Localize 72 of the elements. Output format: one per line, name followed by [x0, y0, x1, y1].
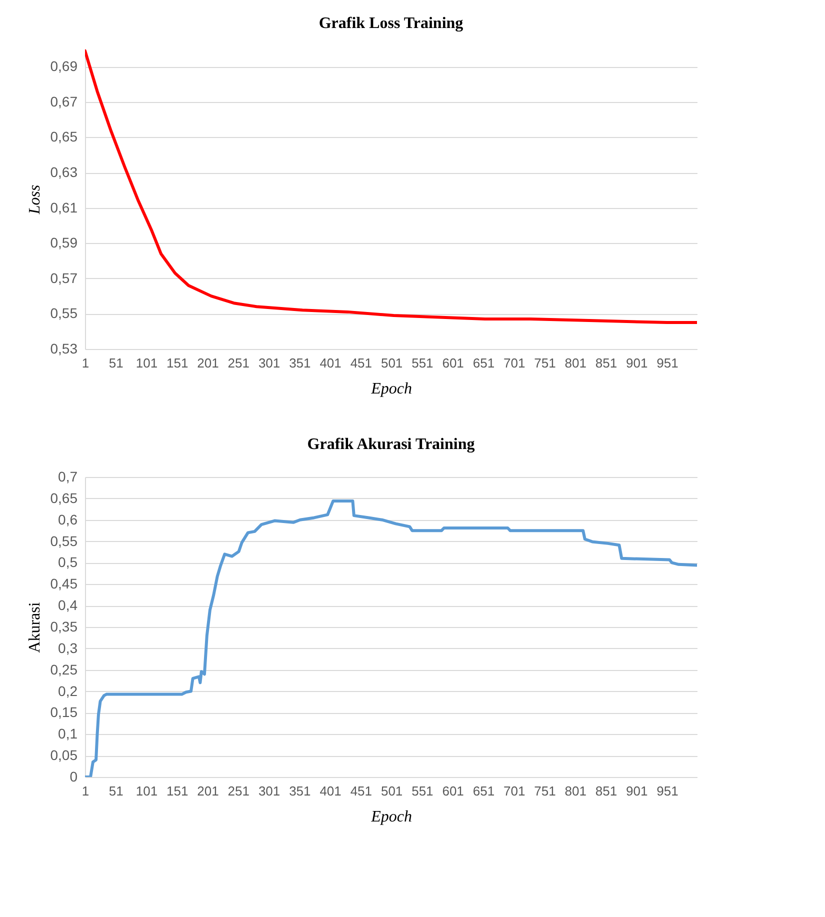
x-tick-label: 351 — [289, 784, 311, 798]
y-tick-label: 0,1 — [58, 726, 78, 742]
y-tick-label: 0,5 — [58, 554, 78, 570]
y-tick-label: 0,67 — [50, 93, 78, 110]
y-tick-label: 0,69 — [50, 58, 78, 74]
y-tick-label: 0,2 — [58, 682, 78, 699]
y-tick-label: 0,65 — [50, 128, 78, 145]
x-tick-label: 601 — [442, 356, 464, 370]
y-tick-label: 0,35 — [50, 618, 78, 634]
x-tick-label: 901 — [626, 784, 648, 798]
x-tick-label: 1 — [82, 356, 90, 370]
y-axis-title: Akurasi — [26, 602, 44, 653]
y-tick-label: 0,55 — [50, 532, 78, 549]
x-tick-label: 201 — [197, 784, 219, 798]
x-tick-label: 451 — [350, 784, 372, 798]
x-tick-label: 251 — [228, 784, 250, 798]
chart-title: Grafik Loss Training — [318, 15, 464, 32]
x-tick-label: 801 — [564, 784, 586, 798]
x-tick-label: 301 — [258, 784, 280, 798]
x-tick-label: 801 — [564, 356, 586, 370]
y-tick-label: 0,6 — [58, 511, 78, 528]
x-tick-label: 551 — [412, 356, 434, 370]
y-tick-label: 0,59 — [50, 234, 78, 251]
x-axis-title: Epoch — [370, 380, 412, 398]
y-axis-title: Loss — [26, 184, 44, 216]
x-tick-label: 151 — [166, 784, 188, 798]
y-tick-label: 0,05 — [50, 747, 78, 764]
x-tick-label: 151 — [166, 356, 188, 370]
x-tick-label: 851 — [595, 356, 618, 370]
x-tick-label: 201 — [197, 356, 219, 370]
y-tick-label: 0,63 — [50, 164, 78, 180]
x-tick-label: 951 — [656, 784, 678, 798]
x-axis-title: Epoch — [370, 808, 412, 826]
y-tick-label: 0 — [70, 768, 78, 784]
x-tick-label: 101 — [136, 784, 158, 798]
x-tick-label: 701 — [503, 784, 526, 798]
x-tick-label: 451 — [350, 356, 372, 370]
x-tick-label: 501 — [380, 784, 403, 798]
y-tick-label: 0,25 — [50, 661, 78, 678]
x-tick-label: 51 — [108, 356, 124, 370]
x-tick-label: 951 — [656, 356, 678, 370]
x-tick-label: 401 — [320, 356, 342, 370]
x-tick-label: 351 — [289, 356, 311, 370]
x-tick-label: 401 — [320, 784, 342, 798]
x-tick-label: 1 — [82, 784, 90, 798]
y-tick-label: 0,3 — [58, 640, 78, 656]
x-tick-label: 751 — [534, 356, 556, 370]
x-tick-label: 851 — [595, 784, 618, 798]
chart-title: Grafik Akurasi Training — [307, 436, 475, 453]
x-tick-label: 301 — [258, 356, 280, 370]
y-tick-label: 0,4 — [58, 597, 78, 614]
x-tick-label: 501 — [380, 356, 403, 370]
y-tick-label: 0,61 — [50, 199, 78, 216]
x-tick-label: 751 — [534, 784, 556, 798]
x-tick-label: 601 — [442, 784, 464, 798]
x-tick-label: 901 — [626, 356, 648, 370]
y-tick-label: 0,57 — [50, 270, 78, 286]
y-tick-label: 0,65 — [50, 490, 78, 506]
y-tick-label: 0,7 — [58, 468, 78, 484]
line-series — [85, 49, 697, 324]
x-tick-label: 701 — [503, 356, 526, 370]
x-tick-label: 551 — [412, 784, 434, 798]
x-tick-label: 101 — [136, 356, 158, 370]
x-tick-label: 651 — [472, 356, 495, 370]
y-tick-label: 0,55 — [50, 305, 78, 322]
y-tick-label: 0,53 — [50, 340, 78, 356]
x-tick-label: 251 — [228, 356, 250, 370]
line-series — [85, 500, 697, 777]
y-tick-label: 0,15 — [50, 704, 78, 720]
x-tick-label: 51 — [108, 784, 124, 798]
x-tick-label: 651 — [472, 784, 495, 798]
y-tick-label: 0,45 — [50, 576, 78, 592]
